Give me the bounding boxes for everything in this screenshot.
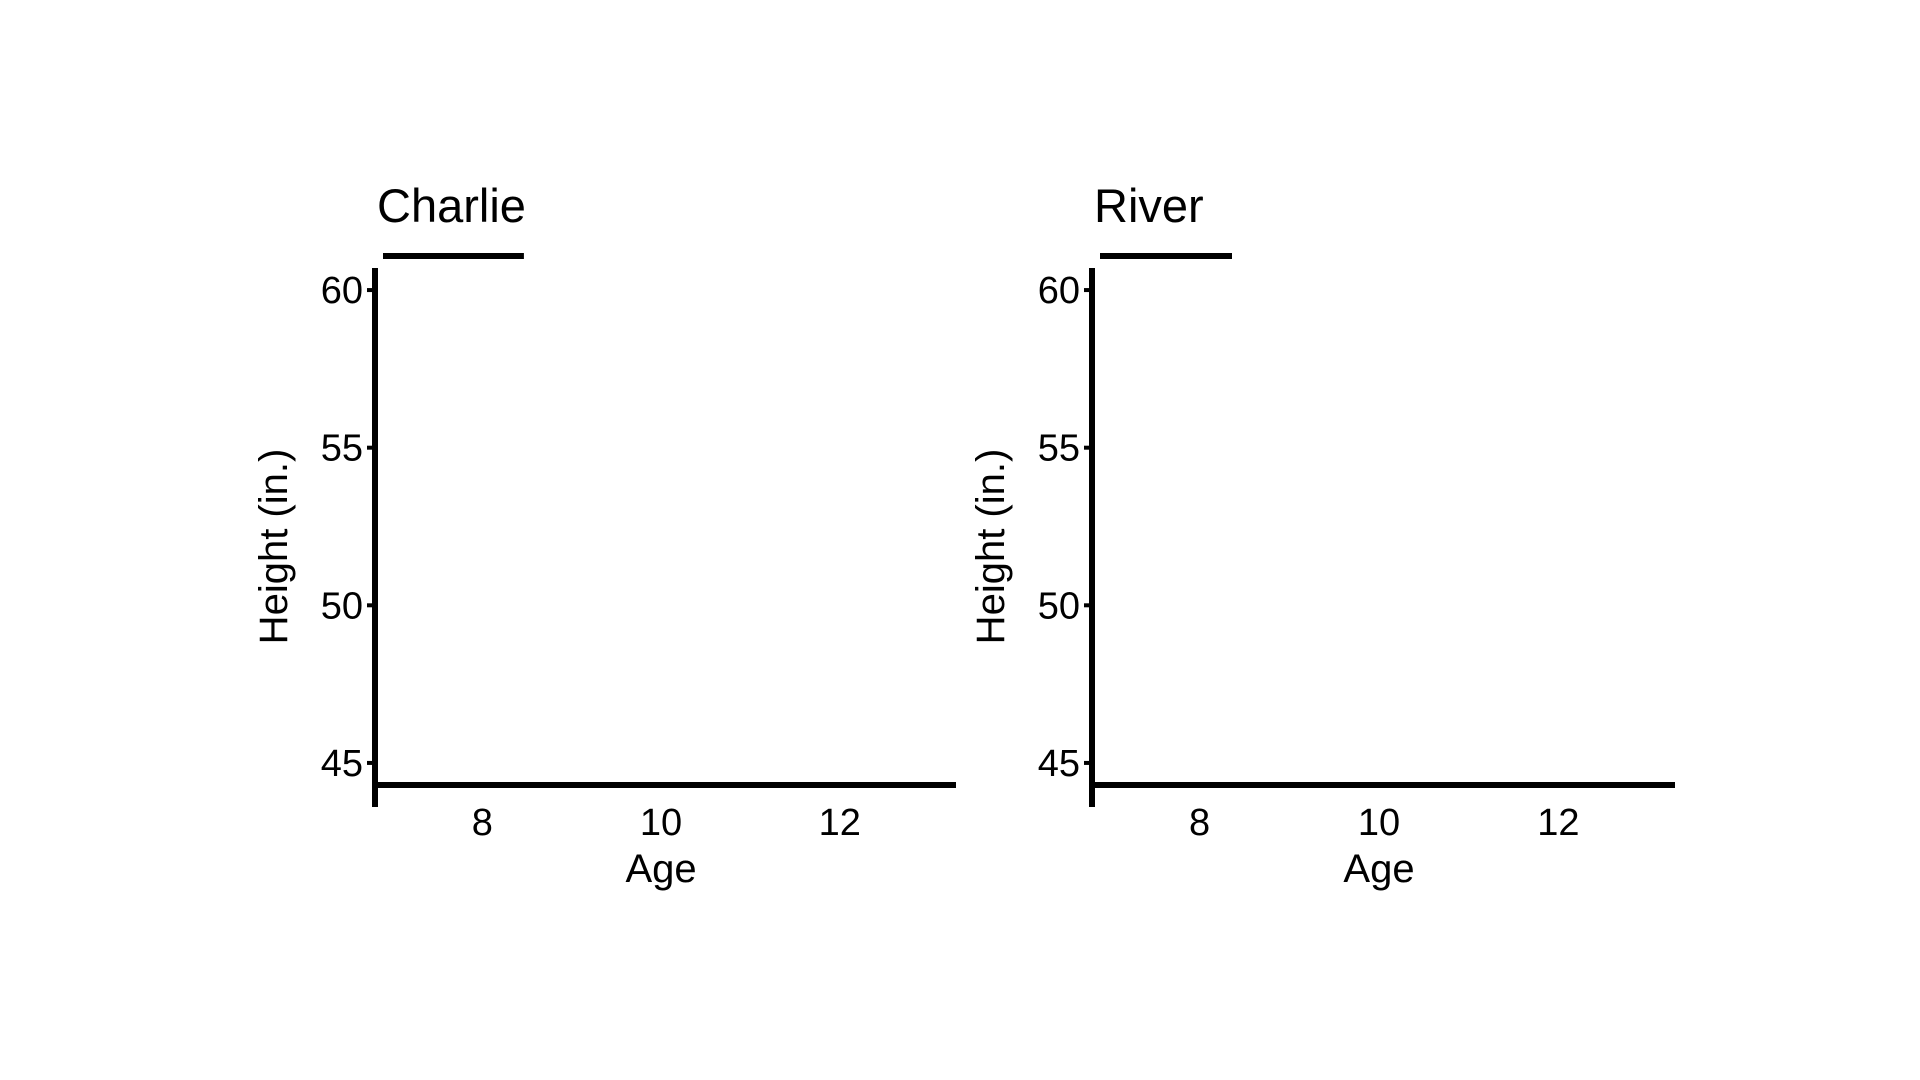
x-axis-label: Age	[625, 847, 696, 891]
x-tick-label: 12	[1537, 802, 1579, 844]
panel-title: Charlie	[377, 179, 526, 232]
x-tick-label: 10	[640, 802, 682, 844]
x-tick-label: 12	[819, 802, 861, 844]
y-tick-label: 60	[321, 270, 363, 312]
y-tick-label: 55	[321, 428, 363, 470]
y-tick-label: 55	[1038, 428, 1080, 470]
chart-panel-2: River 45 50 55 60 8 10 12 Age Height (in.)	[969, 179, 1675, 891]
x-tick-label: 8	[472, 802, 493, 844]
y-tick-label: 60	[1038, 270, 1080, 312]
y-tick-label: 45	[321, 743, 363, 785]
y-axis-label: Height (in.)	[252, 449, 296, 645]
y-tick-label: 45	[1038, 743, 1080, 785]
x-tick-label: 10	[1358, 802, 1400, 844]
y-tick-label: 50	[1038, 585, 1080, 627]
panel-title: River	[1094, 179, 1204, 232]
chart-panel-1: Charlie 45 50 55 60 8 10 12 Age Height (in.)	[252, 179, 956, 891]
y-tick-label: 50	[321, 585, 363, 627]
y-axis-label: Height (in.)	[969, 449, 1013, 645]
x-tick-label: 8	[1189, 802, 1210, 844]
x-axis-label: Age	[1343, 847, 1414, 891]
